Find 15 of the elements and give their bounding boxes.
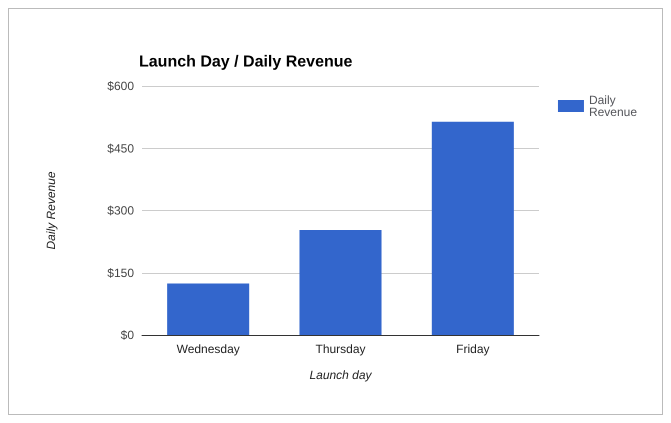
legend-label: Daily Revenue bbox=[588, 93, 638, 119]
y-axis-title: Daily Revenue bbox=[44, 171, 58, 250]
bar bbox=[299, 230, 382, 335]
y-tick-label: $150 bbox=[107, 266, 134, 280]
x-tick-label: Thursday bbox=[315, 342, 366, 356]
bar bbox=[167, 284, 250, 335]
y-tick-label: $300 bbox=[107, 204, 134, 218]
y-tick-label: $0 bbox=[120, 328, 134, 342]
x-tick-label: Wednesday bbox=[176, 342, 240, 356]
x-axis-title: Launch day bbox=[309, 368, 373, 382]
chart-title: Launch Day / Daily Revenue bbox=[139, 54, 353, 70]
y-tick-label: $450 bbox=[107, 141, 134, 156]
y-tick-label: $600 bbox=[107, 79, 134, 93]
bar bbox=[432, 122, 514, 335]
x-tick-label: Friday bbox=[456, 342, 490, 356]
